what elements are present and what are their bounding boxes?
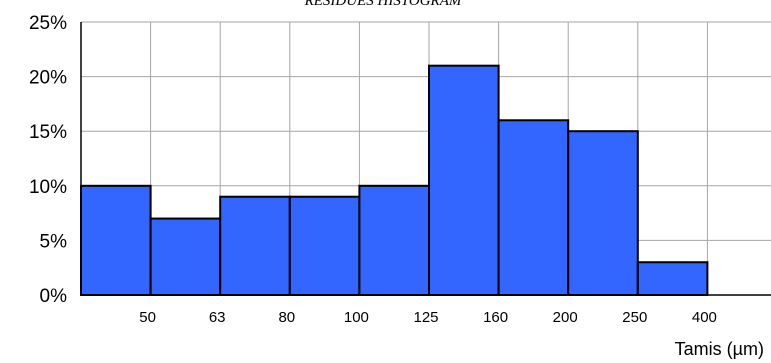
- histogram-bar: [288, 195, 361, 296]
- axis-layer: [80, 22, 771, 296]
- histogram-bar: [358, 184, 430, 296]
- histogram-bar: [149, 217, 222, 296]
- chart-title: RESIDUES HISTOGRAM: [304, 0, 463, 9]
- x-tick-label: 63: [209, 309, 226, 326]
- y-tick-label: 5%: [40, 231, 68, 252]
- histogram-bar: [428, 64, 500, 297]
- x-tick-label: 50: [139, 309, 156, 326]
- y-tick-label: 20%: [29, 68, 67, 89]
- x-tick-label: 125: [413, 309, 438, 326]
- x-tick-label: 200: [553, 309, 578, 326]
- y-tick-label: 15%: [29, 122, 67, 143]
- histogram-bar: [80, 184, 152, 296]
- x-tick-label: 160: [483, 309, 508, 326]
- y-tick-label: 10%: [29, 177, 67, 198]
- x-tick-label: 250: [622, 309, 647, 326]
- x-tick-label: 100: [344, 309, 369, 326]
- histogram-bar: [567, 130, 639, 296]
- x-tick-label: 80: [278, 309, 295, 326]
- x-tick-label: 400: [692, 309, 717, 326]
- y-tick-labels: 0% 5% 10% 15% 20% 25%: [29, 13, 67, 307]
- x-axis-label: Tamis (µm): [675, 339, 764, 359]
- histogram-bar: [636, 261, 709, 296]
- bars-layer: [80, 64, 709, 297]
- histogram-bar: [497, 119, 570, 296]
- histogram-bar: [219, 195, 291, 296]
- y-tick-label: 25%: [29, 13, 67, 34]
- x-tick-labels: 50 63 80 100 125 160 200 250 400: [139, 309, 717, 326]
- y-tick-label: 0%: [40, 286, 68, 307]
